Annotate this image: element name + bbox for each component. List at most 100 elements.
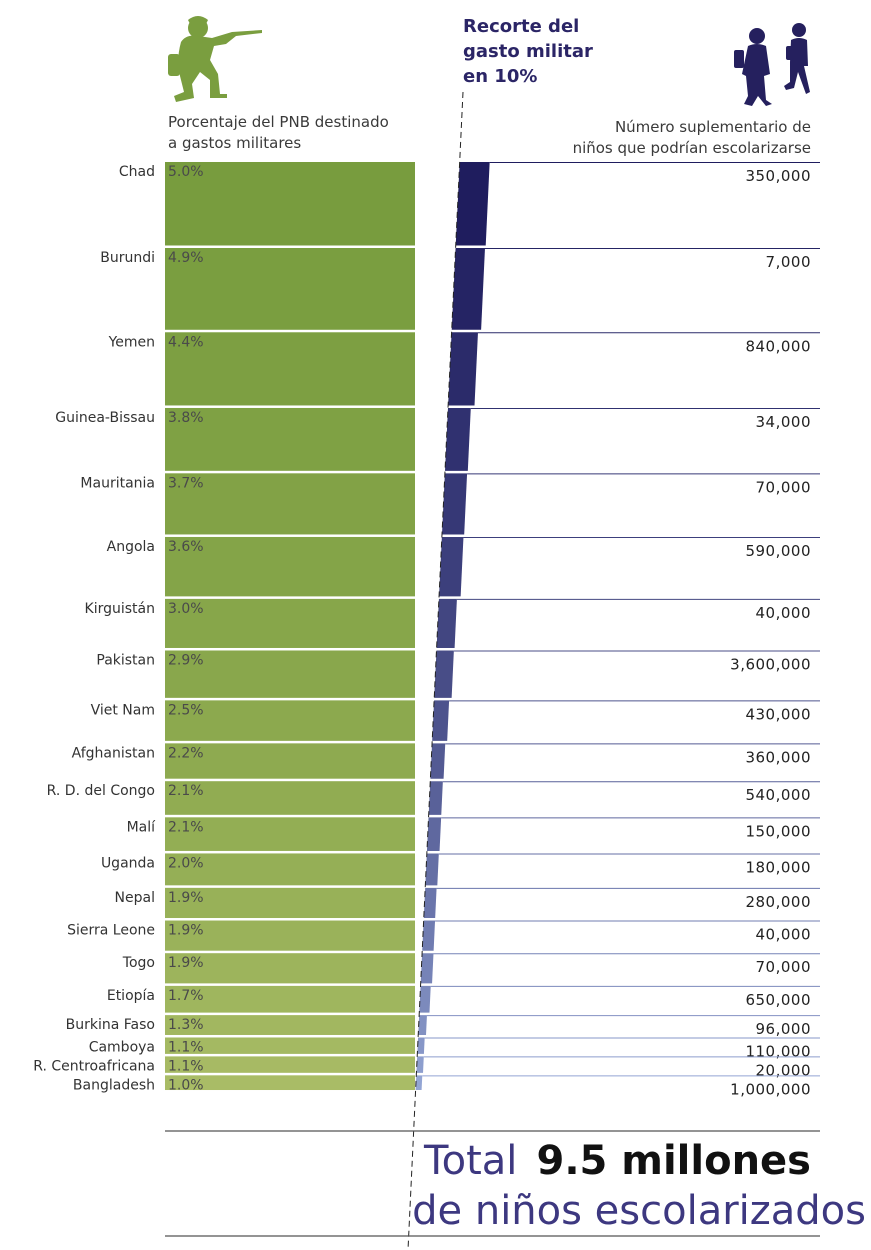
pct-label-guinea-bissau: 3.8% <box>168 410 204 426</box>
cut-bar-camboya <box>417 1037 425 1054</box>
pct-label-mauritania: 3.7% <box>168 475 204 491</box>
gnp-bar-pakistan <box>165 650 415 698</box>
country-label-yemen: Yemen <box>108 334 155 350</box>
country-label-burkina-faso: Burkina Faso <box>66 1017 155 1033</box>
children-count-guinea-bissau: 34,000 <box>756 413 812 431</box>
right-header-line1: Número suplementario de <box>615 118 811 136</box>
pct-label-uganda: 2.0% <box>168 855 204 871</box>
pct-label-togo: 1.9% <box>168 955 204 971</box>
pct-label-kirguistan: 3.0% <box>168 601 204 617</box>
pct-label-burundi: 4.9% <box>168 250 204 266</box>
country-label-mauritania: Mauritania <box>80 475 155 491</box>
gnp-bar-camboya <box>165 1037 415 1054</box>
middle-header-line1: Recorte del <box>463 16 579 37</box>
children-count-r-d-del-congo: 540,000 <box>745 786 811 804</box>
total-value: 9.5 millones <box>537 1138 812 1184</box>
pct-label-yemen: 4.4% <box>168 334 204 350</box>
gnp-bar-afghanistan <box>165 743 415 779</box>
children-count-pakistan: 3,600,000 <box>730 655 811 673</box>
total-line2: de niños escolarizados <box>412 1188 866 1234</box>
country-label-guinea-bissau: Guinea-Bissau <box>55 410 155 426</box>
children-count-kirguistan: 40,000 <box>756 604 812 622</box>
pct-label-sierra-leone: 1.9% <box>168 923 204 939</box>
left-header-line1: Porcentaje del PNB destinado <box>168 113 389 131</box>
pct-label-pakistan: 2.9% <box>168 652 204 668</box>
total-label: Total <box>423 1138 517 1184</box>
children-count-bangladesh: 1,000,000 <box>730 1080 811 1098</box>
gnp-bar-angola <box>165 536 415 597</box>
children-count-mali: 150,000 <box>745 822 811 840</box>
cut-bar-sierra-leone <box>422 920 436 951</box>
cut-bar-kirguistan <box>436 598 457 648</box>
pct-label-bangladesh: 1.0% <box>168 1077 204 1093</box>
pct-label-r-centroafricana: 1.1% <box>168 1058 204 1074</box>
gnp-bar-guinea-bissau <box>165 407 415 471</box>
gnp-bar-bangladesh <box>165 1075 415 1091</box>
gnp-bar-r-centroafricana <box>165 1056 415 1073</box>
cut-bar-yemen <box>448 332 478 406</box>
children-count-uganda: 180,000 <box>745 858 811 876</box>
children-icon <box>734 23 810 106</box>
country-label-camboya: Camboya <box>89 1039 155 1055</box>
gnp-bar-r-d-del-congo <box>165 781 415 815</box>
cut-bar-togo <box>420 953 434 984</box>
country-label-uganda: Uganda <box>101 855 155 871</box>
country-label-viet-nam: Viet Nam <box>91 702 155 718</box>
country-label-sierra-leone: Sierra Leone <box>67 923 155 939</box>
pct-label-camboya: 1.1% <box>168 1039 204 1055</box>
soldier-icon <box>168 16 262 102</box>
cut-bar-angola <box>439 536 464 597</box>
country-label-r-centroafricana: R. Centroafricana <box>33 1058 155 1074</box>
reference-dashed-line <box>407 91 464 1250</box>
gnp-bar-etiopia <box>165 985 415 1013</box>
country-label-angola: Angola <box>107 539 155 555</box>
gnp-bar-chad <box>165 162 415 246</box>
chart-rows: Chad 5.0% 350,000 Burundi 4.9% 7,000 Yemen 4.4%… <box>33 162 820 1098</box>
gnp-bar-mali <box>165 817 415 851</box>
cut-bar-guinea-bissau <box>445 407 471 471</box>
pct-label-r-d-del-congo: 2.1% <box>168 783 204 799</box>
cut-bar-etiopia <box>419 985 431 1013</box>
children-count-burkina-faso: 96,000 <box>756 1020 812 1038</box>
cut-bar-chad <box>455 162 490 246</box>
children-count-r-centroafricana: 20,000 <box>756 1061 812 1079</box>
country-label-burundi: Burundi <box>100 250 155 266</box>
total-line1: Total 9.5 millones <box>423 1138 811 1184</box>
gnp-bar-kirguistan <box>165 598 415 648</box>
cut-bar-afghanistan <box>430 743 446 779</box>
left-header-line2: a gastos militares <box>168 134 301 152</box>
gnp-bar-uganda <box>165 853 415 886</box>
children-count-chad: 350,000 <box>745 167 811 185</box>
children-count-togo: 70,000 <box>756 958 812 976</box>
cut-bar-pakistan <box>434 650 454 698</box>
gnp-bar-burundi <box>165 248 415 330</box>
right-header-line2: niños que podrían escolarizarse <box>573 139 811 157</box>
cut-bar-r-d-del-congo <box>428 781 443 815</box>
gnp-bar-nepal <box>165 887 415 919</box>
gnp-bar-sierra-leone <box>165 920 415 951</box>
country-label-afghanistan: Afghanistan <box>72 745 155 761</box>
pct-label-chad: 5.0% <box>168 164 204 180</box>
country-label-mali: Malí <box>127 819 157 835</box>
country-label-pakistan: Pakistan <box>96 652 155 668</box>
pct-label-mali: 2.1% <box>168 819 204 835</box>
pct-label-etiopia: 1.7% <box>168 988 204 1004</box>
middle-header-line2: gasto militar <box>463 41 593 62</box>
gnp-bar-togo <box>165 953 415 984</box>
cut-bar-mauritania <box>441 473 468 535</box>
country-label-kirguistan: Kirguistán <box>85 601 155 617</box>
gnp-bar-viet-nam <box>165 700 415 741</box>
children-count-mauritania: 70,000 <box>756 478 812 496</box>
country-label-chad: Chad <box>119 164 155 180</box>
middle-header-line3: en 10% <box>463 66 537 87</box>
children-count-etiopia: 650,000 <box>745 991 811 1009</box>
children-count-burundi: 7,000 <box>766 253 811 271</box>
country-label-bangladesh: Bangladesh <box>73 1077 155 1093</box>
children-count-nepal: 280,000 <box>745 893 811 911</box>
cut-bar-r-centroafricana <box>416 1056 424 1073</box>
children-count-sierra-leone: 40,000 <box>756 926 812 944</box>
cut-bar-mali <box>426 817 442 851</box>
pct-label-burkina-faso: 1.3% <box>168 1017 204 1033</box>
cut-bar-viet-nam <box>432 700 450 741</box>
